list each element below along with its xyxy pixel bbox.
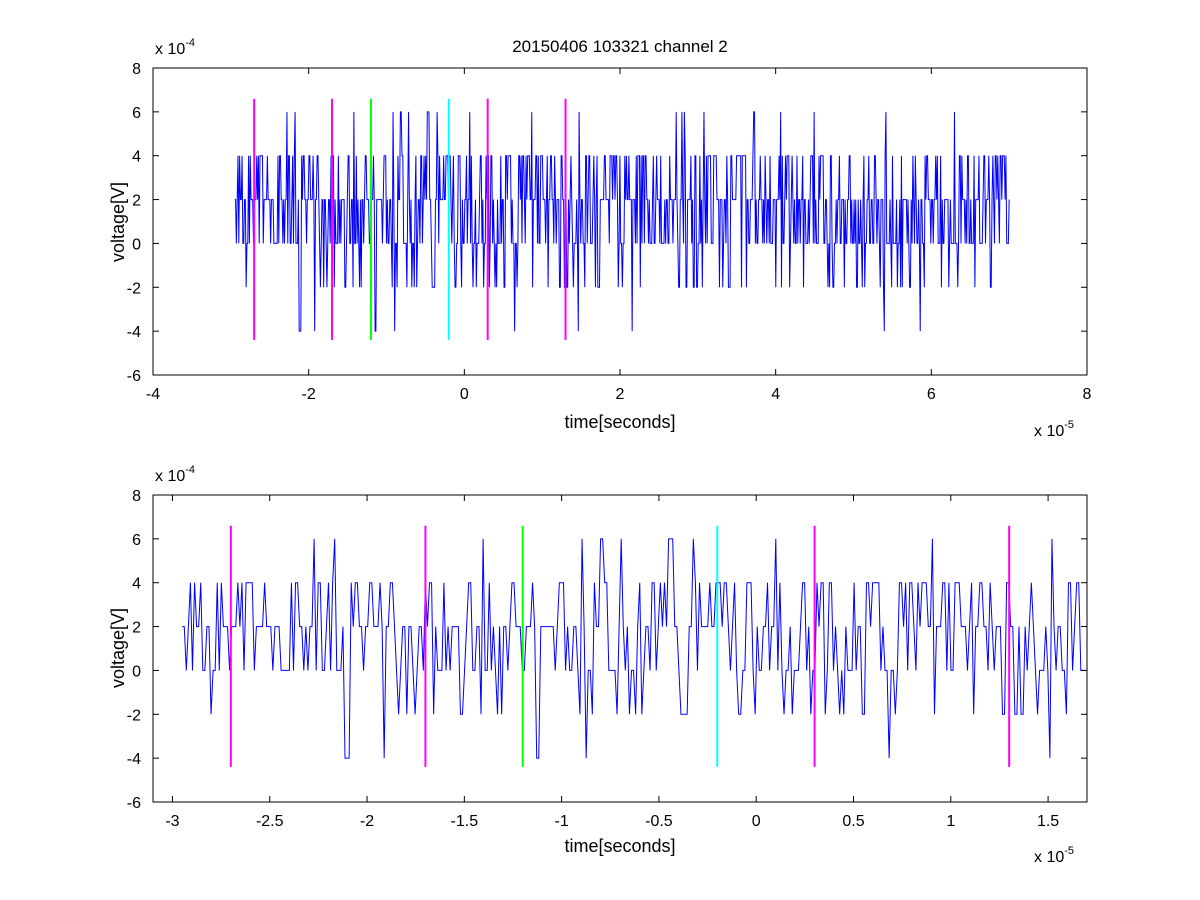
bottom-x-exponent: x 10-5 <box>1034 845 1074 866</box>
top-x-tick-label: 0 <box>460 386 469 403</box>
bottom-y-exponent-power: -4 <box>185 464 195 476</box>
top-y-tick-label: 2 <box>132 193 141 210</box>
top-y-tick-label: 0 <box>132 236 141 253</box>
top-x-tick-label: 4 <box>771 386 780 403</box>
bottom-x-tick-label: 1.5 <box>1037 813 1059 830</box>
bottom-y-tick-label: -6 <box>127 795 141 812</box>
bottom-x-tick-label: 0 <box>752 813 761 830</box>
bottom-xlabel: time[seconds] <box>564 836 675 856</box>
bottom-x-exponent-power: -5 <box>1064 845 1074 857</box>
top-y-tick-label: 6 <box>132 105 141 122</box>
top-x-exponent-base: x 10 <box>1034 423 1064 440</box>
bottom-y-tick-label: -2 <box>127 707 141 724</box>
bottom-x-tick-label: -2.5 <box>256 813 284 830</box>
bottom-axes-frame <box>152 494 1088 803</box>
bottom-x-tick-label: -1.5 <box>451 813 479 830</box>
top-plot-area: -4 -2 0 2 4 6 8 -6 -4 -2 0 2 4 6 8 <box>127 61 1092 403</box>
bottom-x-tick-label: -3 <box>165 813 179 830</box>
top-x-exponent-power: -5 <box>1064 419 1074 431</box>
bottom-y-tick-label: 0 <box>132 663 141 680</box>
bottom-x-tick-label: 1 <box>946 813 955 830</box>
bottom-y-exponent-base: x 10 <box>155 468 185 485</box>
top-y-tick-label: 4 <box>132 149 141 166</box>
top-x-exponent: x 10-5 <box>1034 419 1074 440</box>
top-x-tick-label: -2 <box>302 386 316 403</box>
bottom-ylabel: voltage[V] <box>108 608 128 688</box>
top-y-exponent-base: x 10 <box>155 41 185 58</box>
bottom-y-tick-label: 2 <box>132 620 141 637</box>
top-x-tick-label: 2 <box>616 386 625 403</box>
bottom-y-exponent: x 10-4 <box>155 464 195 485</box>
top-x-tick-label: 6 <box>927 386 936 403</box>
bottom-y-tick-label: 6 <box>132 532 141 549</box>
bottom-y-tick-label: 8 <box>132 488 141 505</box>
top-y-exponent: x 10-4 <box>155 37 195 58</box>
bottom-x-tick-label: 0.5 <box>842 813 864 830</box>
top-xlabel: time[seconds] <box>564 412 675 432</box>
bottom-y-tick-label: -4 <box>127 751 141 768</box>
bottom-plot-area: -3 -2.5 -2 -1.5 -1 -0.5 0 0.5 1 1.5 -6 -4 -2 0 2 4 6 8 <box>127 488 1088 830</box>
top-y-exponent-power: -4 <box>185 37 195 49</box>
top-y-tick-label: -6 <box>127 368 141 385</box>
top-signal-series-line <box>234 111 1010 332</box>
top-y-tick-label: -2 <box>127 280 141 297</box>
bottom-x-tick-label: -1 <box>555 813 569 830</box>
bottom-x-exponent-base: x 10 <box>1034 849 1064 866</box>
top-y-tick-label: -4 <box>127 324 141 341</box>
top-x-tick-label: 8 <box>1083 386 1092 403</box>
figure-title: 20150406 103321 channel 2 <box>512 37 728 56</box>
top-x-tick-label: -4 <box>146 386 160 403</box>
top-y-tick-label: 8 <box>132 61 141 78</box>
bottom-subplot: -3 -2.5 -2 -1.5 -1 -0.5 0 0.5 1 1.5 -6 -4 -2 0 2 4 6 8 ti… <box>108 464 1088 866</box>
top-subplot: -4 -2 0 2 4 6 8 -6 -4 -2 0 2 4 6 8 time[seconds] volta… <box>108 37 1092 440</box>
top-ylabel: voltage[V] <box>108 182 128 262</box>
bottom-x-tick-label: -2 <box>360 813 374 830</box>
bottom-signal-series-line <box>182 538 1085 759</box>
bottom-y-tick-label: 4 <box>132 576 141 593</box>
bottom-x-tick-label: -0.5 <box>645 813 673 830</box>
